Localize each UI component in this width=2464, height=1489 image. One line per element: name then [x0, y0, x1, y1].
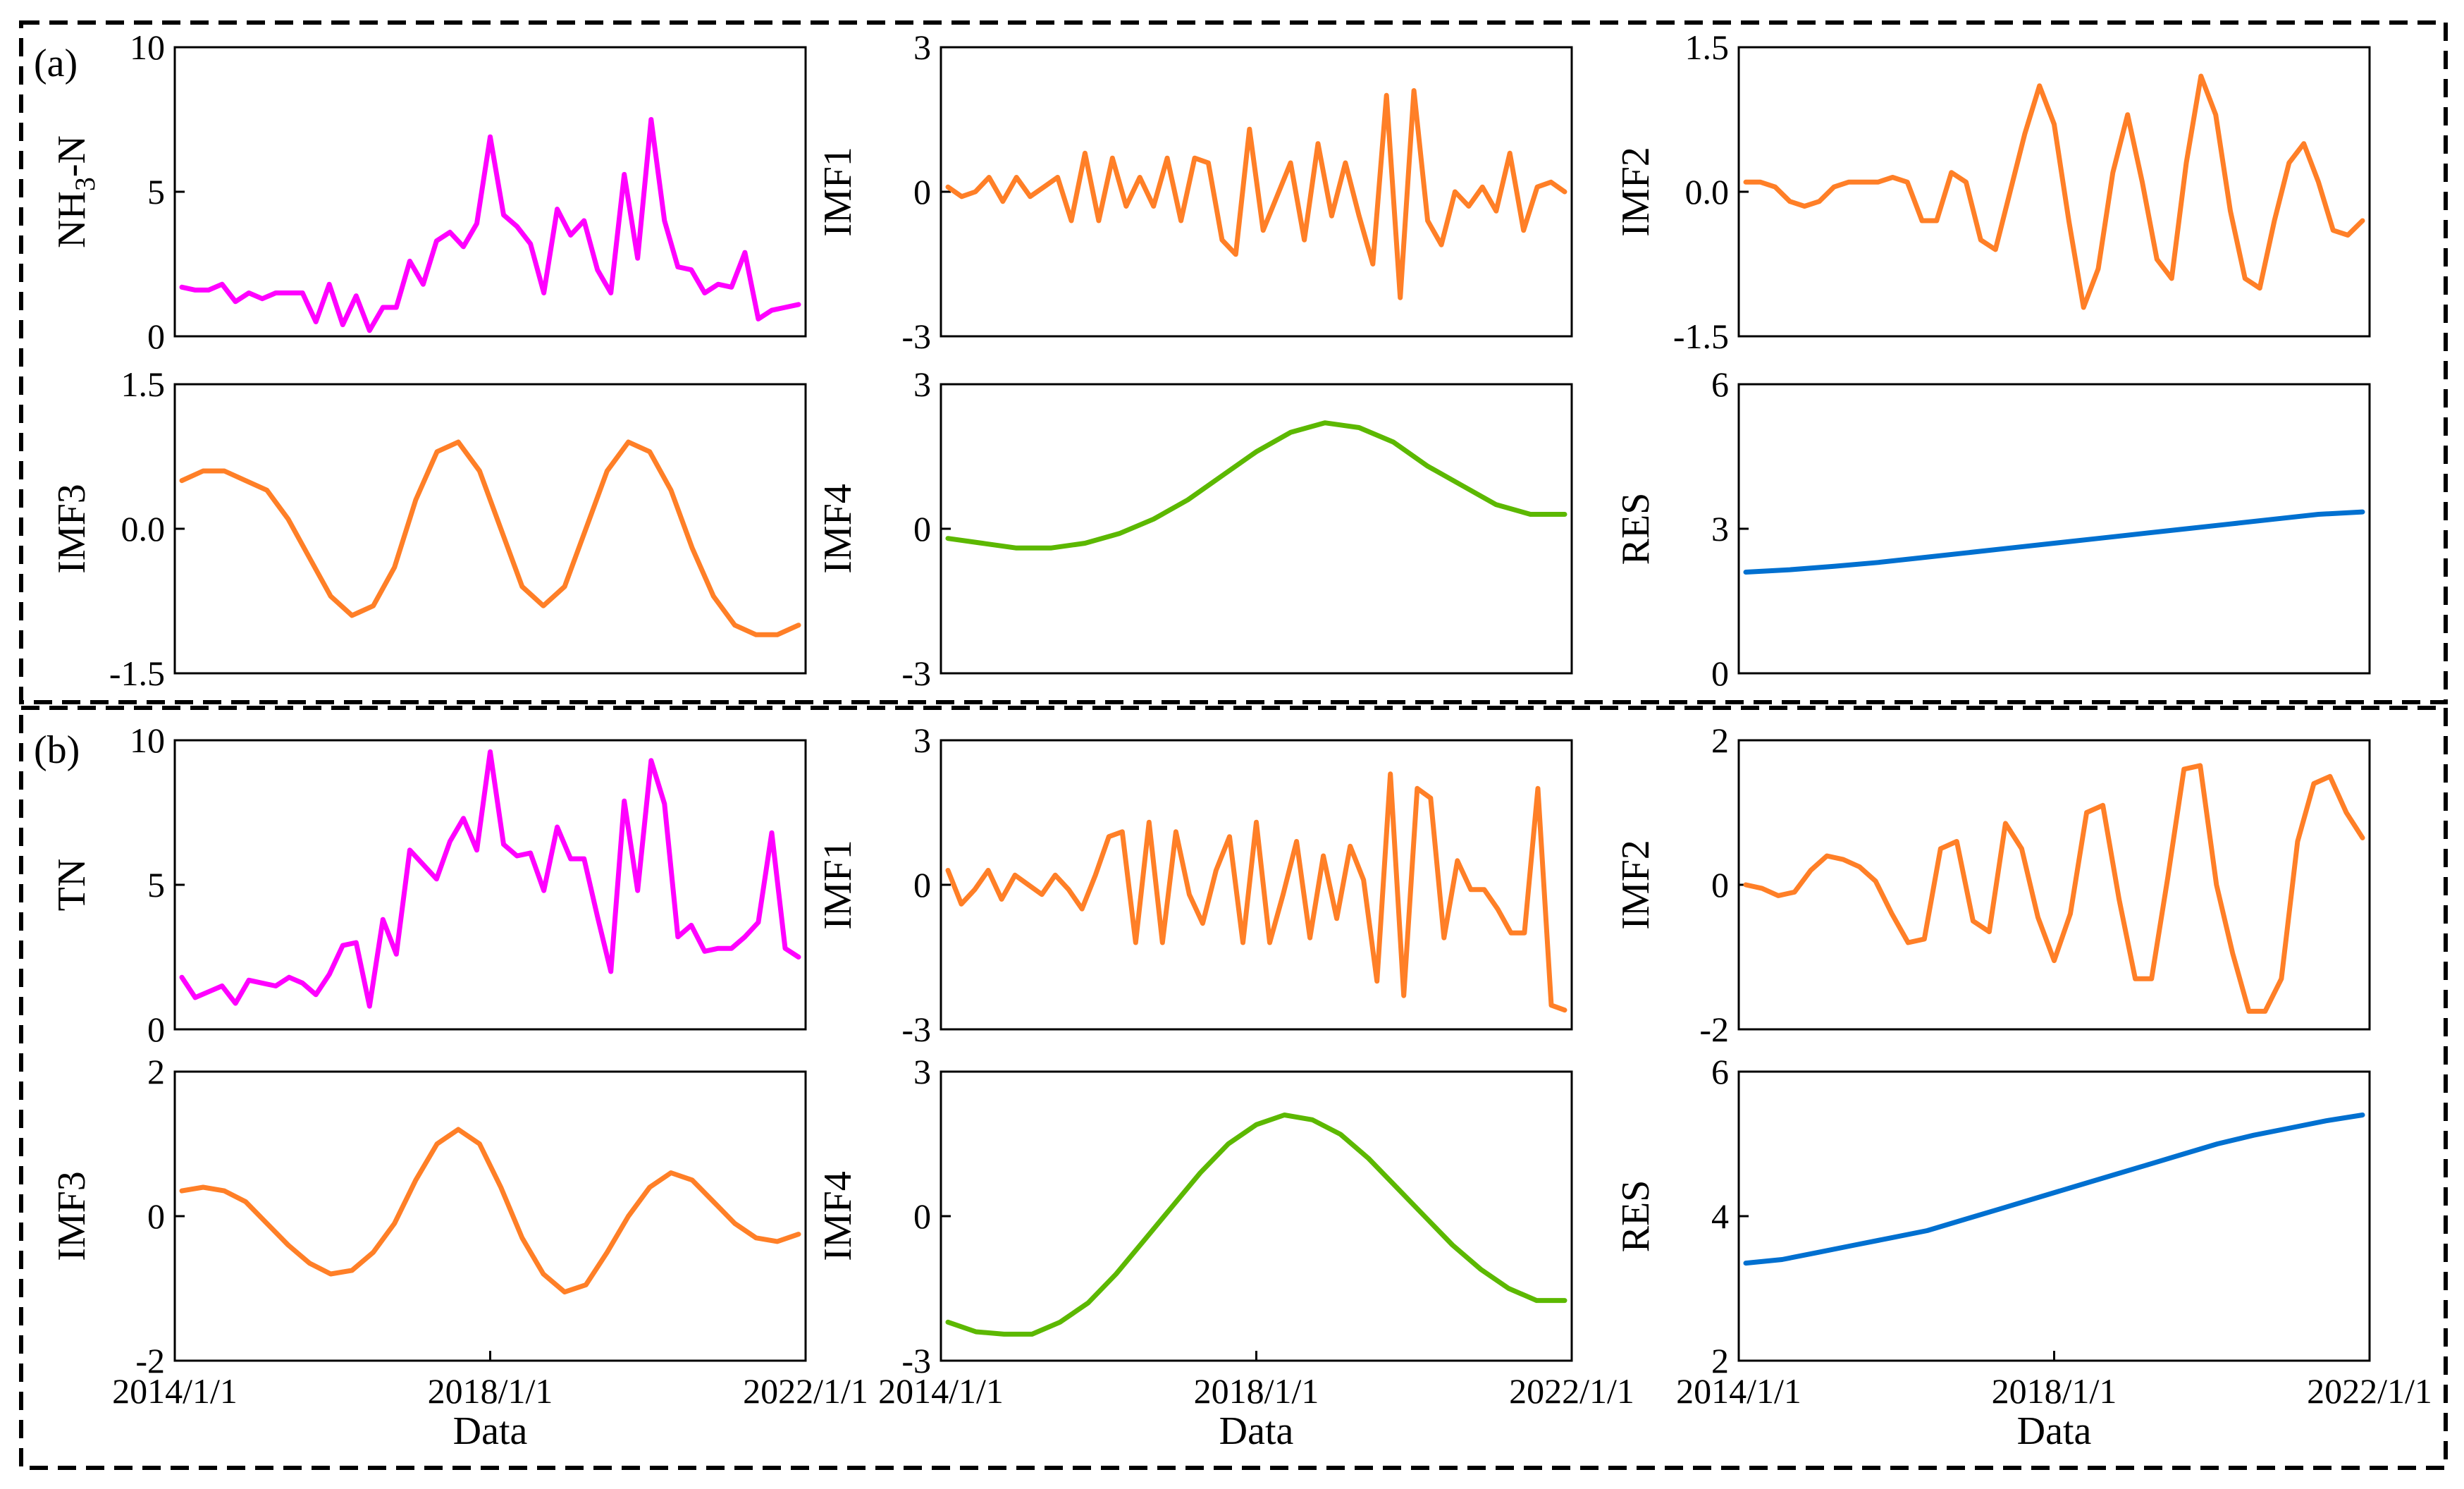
y-tick-label: 3	[1711, 509, 1729, 549]
x-tick-label: 2022/1/1	[2307, 1371, 2432, 1411]
x-axis-label: Data	[1219, 1409, 1294, 1453]
y-axis-label: RES	[1614, 493, 1658, 565]
y-axis-label: IMF4	[816, 484, 860, 574]
y-axis-label: IMF2	[1614, 147, 1658, 237]
chart-a5: -3 0 3 IMF4	[816, 364, 1573, 693]
y-tick-label: 0.0	[1685, 172, 1730, 212]
y-axis-label: IMF2	[1614, 840, 1658, 930]
chart-b1: 0 5 10 TN	[50, 721, 807, 1049]
x-tick-label: 2018/1/1	[428, 1371, 553, 1411]
y-tick-label: -3	[901, 654, 931, 693]
chart-b5: -3 0 3 IMF4 2014/1/1 2018/1/1 2022/1/1 Data	[816, 1052, 1634, 1453]
y-axis-label: IMF3	[50, 484, 94, 574]
y-tick-label: 4	[1711, 1196, 1729, 1236]
y-tick-label: -2	[1699, 1010, 1729, 1049]
y-tick-label: -1.5	[109, 654, 165, 693]
group-frame-b	[19, 706, 2448, 1470]
y-tick-label: 5	[147, 172, 165, 212]
y-tick-label: 2	[1711, 1341, 1729, 1380]
chart-a6: 0 3 6 RES	[1614, 364, 2371, 693]
x-tick-label: 2022/1/1	[743, 1371, 868, 1411]
y-tick-label: 2	[1711, 721, 1729, 760]
chart-a1: 0 5 10 NH3-N	[50, 27, 807, 356]
series-line-b4	[179, 1127, 801, 1295]
y-tick-label: 6	[1711, 1052, 1729, 1091]
chart-b2: -3 0 3 IMF1	[816, 721, 1573, 1049]
y-tick-label: 0.0	[121, 509, 166, 549]
chart-b6: 2 4 6 RES 2014/1/1 2018/1/1 2022/1/1 Data	[1614, 1052, 2432, 1453]
series-line-b2	[945, 771, 1567, 1013]
y-axis-label: TN	[50, 859, 94, 912]
y-tick-label: 0	[147, 1010, 165, 1049]
series-line-a6	[1743, 509, 2365, 575]
series-line-b1	[179, 749, 801, 1009]
y-tick-label: 0	[913, 509, 931, 549]
chart-a2: -3 0 3 IMF1	[816, 27, 1573, 356]
series-line-a2	[945, 88, 1567, 300]
y-tick-label: 1.5	[121, 364, 166, 404]
y-tick-label: 2	[147, 1052, 165, 1091]
chart-b3: -2 0 2 IMF2	[1614, 721, 2371, 1049]
y-tick-label: 0	[147, 317, 165, 356]
series-line-a4	[179, 439, 801, 637]
chart-b4: -2 0 2 IMF3 2014/1/1 2018/1/1 2022/1/1 Data	[50, 1052, 868, 1453]
y-tick-label: 0	[1711, 654, 1729, 693]
y-axis-label: IMF1	[816, 147, 860, 237]
x-tick-label: 2014/1/1	[1676, 1371, 1801, 1411]
y-tick-label: 0	[913, 1196, 931, 1236]
series-line-b6	[1743, 1113, 2365, 1266]
panel-label-b: (b)	[34, 728, 80, 772]
y-tick-label: 0	[147, 1196, 165, 1236]
x-tick-label: 2022/1/1	[1509, 1371, 1634, 1411]
y-tick-label: 5	[147, 865, 165, 905]
y-tick-label: 0	[913, 172, 931, 212]
x-tick-label: 2014/1/1	[112, 1371, 238, 1411]
panel-label-a: (a)	[34, 42, 78, 85]
y-tick-label: 10	[130, 721, 165, 760]
series-line-a1	[179, 117, 801, 333]
y-tick-label: 3	[913, 1052, 931, 1091]
y-tick-label: 6	[1711, 364, 1729, 404]
series-line-a5	[945, 420, 1567, 551]
x-tick-label: 2018/1/1	[1194, 1371, 1319, 1411]
series-line-a3	[1743, 73, 2365, 310]
y-tick-label: 3	[913, 364, 931, 404]
series-line-b3	[1743, 763, 2365, 1014]
series-line-b5	[945, 1113, 1567, 1337]
y-axis-label: RES	[1614, 1180, 1658, 1253]
y-tick-label: -3	[901, 1010, 931, 1049]
chart-a4: -1.5 0.0 1.5 IMF3	[50, 364, 807, 693]
y-axis-label: IMF3	[50, 1171, 94, 1261]
x-axis-label: Data	[2017, 1409, 2092, 1453]
x-tick-label: 2018/1/1	[1992, 1371, 2117, 1411]
chart-a3: -1.5 0.0 1.5 IMF2	[1614, 27, 2371, 356]
y-tick-label: -3	[901, 317, 931, 356]
y-axis-label: IMF1	[816, 840, 860, 930]
y-tick-label: 1.5	[1685, 27, 1730, 67]
y-tick-label: 3	[913, 721, 931, 760]
y-tick-label: -2	[135, 1341, 165, 1380]
y-axis-label: IMF4	[816, 1171, 860, 1261]
y-tick-label: 10	[130, 27, 165, 67]
y-tick-label: -3	[901, 1341, 931, 1380]
x-tick-label: 2014/1/1	[878, 1371, 1004, 1411]
x-axis-label: Data	[453, 1409, 528, 1453]
y-tick-label: 3	[913, 27, 931, 67]
group-frame-a	[19, 20, 2448, 704]
y-tick-label: 0	[913, 865, 931, 905]
y-axis-label: NH3-N	[50, 135, 101, 248]
y-tick-label: 0	[1711, 865, 1729, 905]
y-tick-label: -1.5	[1673, 317, 1729, 356]
